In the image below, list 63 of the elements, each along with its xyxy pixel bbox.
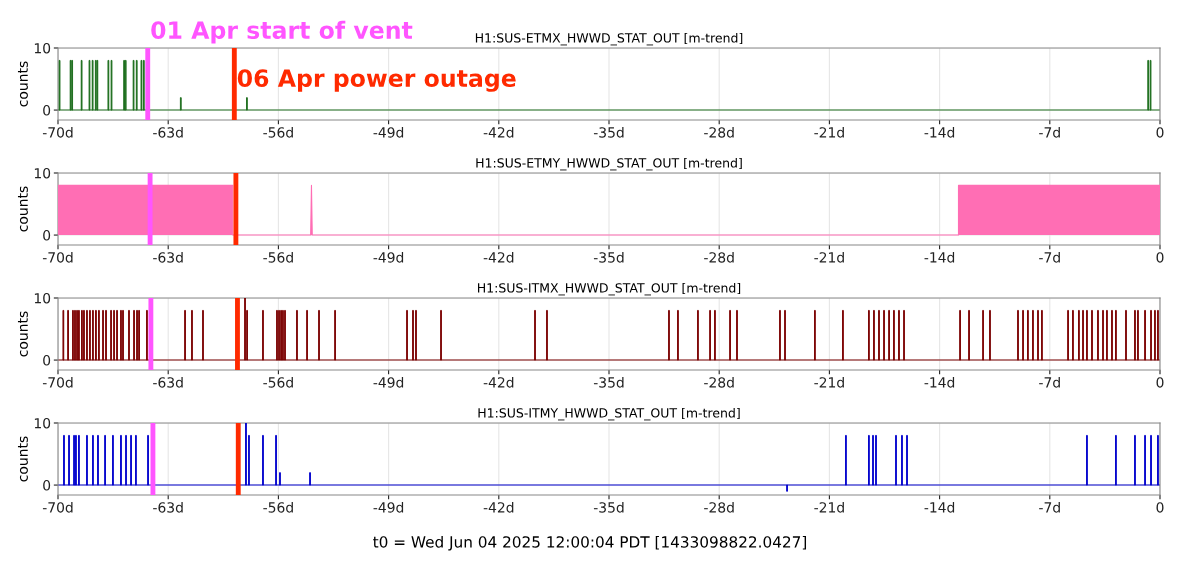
x-tick-label: -49d <box>373 126 404 138</box>
x-tick-label: -28d <box>704 251 734 263</box>
x-tick-label: -28d <box>704 376 734 388</box>
x-tick-label: 0 <box>1156 377 1164 388</box>
text: t0 = Wed Jun 04 2025 12:00:04 PDT [1433098822.0427] <box>373 535 807 551</box>
x-tick-label: -28d <box>704 501 734 513</box>
x-tick-label: 0 <box>1156 502 1164 513</box>
x-tick-label: -56d <box>263 376 293 388</box>
chart-title: H1:SUS-ITMX_HWWD_STAT_OUT [m-trend] <box>478 282 741 296</box>
y-tick-label: 10 <box>34 292 51 304</box>
y-axis-title: counts <box>17 186 28 232</box>
x-tick-label: -49d <box>373 501 404 513</box>
x-tick-label: -56d <box>263 126 293 138</box>
x-tick-label: -70d <box>42 501 73 513</box>
chart-title: H1:SUS-ETMY_HWWD_STAT_OUT [m-trend] <box>476 157 742 171</box>
x-tick-label: -35d <box>593 376 624 388</box>
x-tick-label: -49d <box>373 251 404 263</box>
x-tick-label: -35d <box>593 251 624 263</box>
x-tick-label: -21d <box>814 376 844 388</box>
x-tick-label: -21d <box>814 501 844 513</box>
x-tick-label: -14d <box>924 376 955 388</box>
x-tick-label: -63d <box>153 501 183 513</box>
x-tick-label: -7d <box>1039 251 1060 263</box>
x-tick-label: -63d <box>153 376 183 388</box>
y-tick-label: 0 <box>43 355 51 366</box>
x-tick-label: -35d <box>593 126 624 138</box>
x-tick-label: -14d <box>924 126 955 138</box>
ref-line-label: 06 Apr power outage <box>237 69 516 92</box>
y-tick-label: 0 <box>43 480 51 491</box>
x-tick-label: -56d <box>263 251 293 263</box>
x-tick-label: -56d <box>263 501 293 513</box>
x-tick-label: 0 <box>1156 252 1164 263</box>
x-tick-label: -70d <box>42 126 73 138</box>
chart-title: H1:SUS-ETMX_HWWD_STAT_OUT [m-trend] <box>475 32 743 46</box>
x-tick-label: -42d <box>483 126 514 138</box>
x-tick-label: -7d <box>1039 501 1060 513</box>
x-tick-label: -49d <box>373 376 404 388</box>
x-tick-label: -42d <box>483 376 514 388</box>
x-tick-label: -63d <box>153 126 183 138</box>
y-tick-label: 10 <box>34 42 51 54</box>
chart-title: H1:SUS-ITMY_HWWD_STAT_OUT [m-trend] <box>478 407 740 421</box>
x-tick-label: -7d <box>1039 376 1060 388</box>
x-tick-label: -70d <box>42 251 73 263</box>
x-tick-label: -28d <box>704 126 734 138</box>
x-tick-label: -63d <box>153 251 183 263</box>
x-tick-label: -21d <box>814 251 844 263</box>
y-tick-label: 0 <box>43 230 51 241</box>
y-tick-label: 10 <box>34 167 51 179</box>
x-tick-label: -7d <box>1039 126 1060 138</box>
x-tick-label: -42d <box>483 501 514 513</box>
x-tick-label: -42d <box>483 251 514 263</box>
x-tick-label: -14d <box>924 251 955 263</box>
y-tick-label: 0 <box>43 105 51 116</box>
x-tick-label: -14d <box>924 501 955 513</box>
y-axis-title: counts <box>17 436 28 482</box>
y-tick-label: 10 <box>34 417 51 429</box>
y-axis-title: counts <box>17 311 28 357</box>
x-tick-label: 0 <box>1156 127 1164 138</box>
x-tick-label: -21d <box>814 126 844 138</box>
y-axis-title: counts <box>17 61 28 107</box>
ref-line-label: 01 Apr start of vent <box>151 20 413 44</box>
x-tick-label: -35d <box>593 501 624 513</box>
x-tick-label: -70d <box>42 376 73 388</box>
